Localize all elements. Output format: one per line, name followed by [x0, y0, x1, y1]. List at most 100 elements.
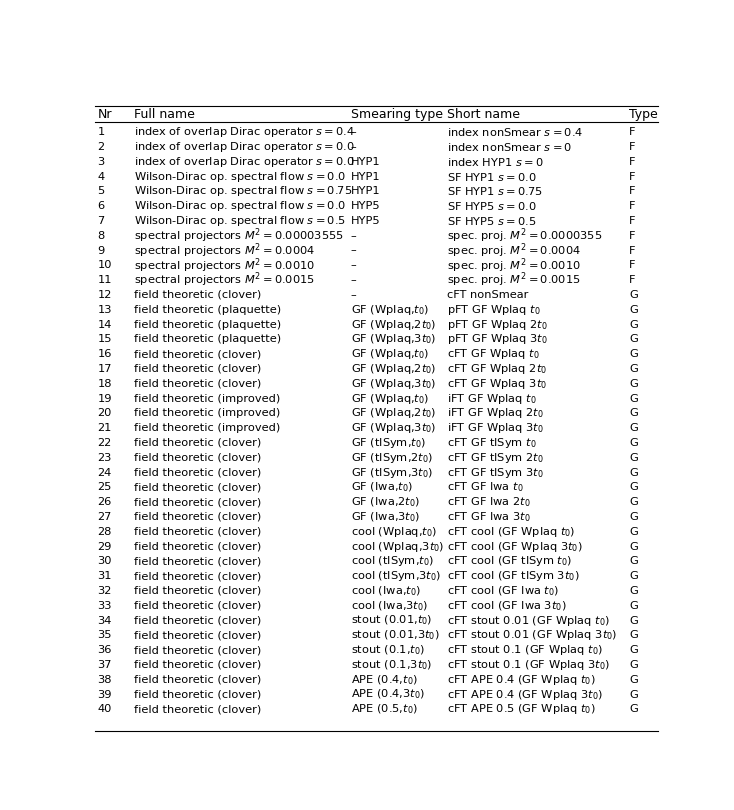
- Text: SF HYP5 $s = 0.0$: SF HYP5 $s = 0.0$: [447, 200, 537, 212]
- Text: 25: 25: [98, 482, 112, 492]
- Text: GF (Wplaq,$t_0$): GF (Wplaq,$t_0$): [351, 303, 429, 317]
- Text: SF HYP1 $s = 0.0$: SF HYP1 $s = 0.0$: [447, 171, 537, 182]
- Text: G: G: [629, 689, 638, 700]
- Text: G: G: [629, 453, 638, 463]
- Text: GF (Wplaq,$3t_0$): GF (Wplaq,$3t_0$): [351, 421, 436, 435]
- Text: 26: 26: [98, 497, 112, 507]
- Text: 12: 12: [98, 290, 112, 300]
- Text: –: –: [351, 231, 356, 241]
- Text: APE (0.5,$t_0$): APE (0.5,$t_0$): [351, 702, 418, 716]
- Text: cFT cool (GF Iwa $t_0$): cFT cool (GF Iwa $t_0$): [447, 584, 559, 598]
- Text: G: G: [629, 645, 638, 655]
- Text: Wilson-Dirac op. spectral flow $s = 0.5$: Wilson-Dirac op. spectral flow $s = 0.5$: [134, 214, 346, 228]
- Text: Smearing type: Smearing type: [351, 109, 443, 122]
- Text: cFT cool (GF Wplaq $3t_0$): cFT cool (GF Wplaq $3t_0$): [447, 539, 583, 553]
- Text: cFT GF Iwa $2t_0$: cFT GF Iwa $2t_0$: [447, 495, 531, 509]
- Text: cFT APE 0.4 (GF Wplaq $t_0$): cFT APE 0.4 (GF Wplaq $t_0$): [447, 673, 596, 687]
- Text: index of overlap Dirac operator $s = 0.0$: index of overlap Dirac operator $s = 0.0…: [134, 155, 355, 168]
- Text: G: G: [629, 571, 638, 581]
- Text: 16: 16: [98, 349, 112, 359]
- Text: 30: 30: [98, 556, 112, 566]
- Text: F: F: [629, 172, 636, 181]
- Text: index nonSmear $s = 0$: index nonSmear $s = 0$: [447, 141, 573, 153]
- Text: field theoretic (clover): field theoretic (clover): [134, 526, 261, 537]
- Text: Wilson-Dirac op. spectral flow $s = 0.0$: Wilson-Dirac op. spectral flow $s = 0.0$: [134, 199, 346, 213]
- Text: cFT APE 0.4 (GF Wplaq $3t_0$): cFT APE 0.4 (GF Wplaq $3t_0$): [447, 688, 603, 701]
- Text: G: G: [629, 482, 638, 492]
- Text: field theoretic (clover): field theoretic (clover): [134, 645, 261, 655]
- Text: index of overlap Dirac operator $s = 0.4$: index of overlap Dirac operator $s = 0.4…: [134, 126, 355, 139]
- Text: stout (0.1,$t_0$): stout (0.1,$t_0$): [351, 643, 425, 657]
- Text: spec. proj. $M^2 = 0.0004$: spec. proj. $M^2 = 0.0004$: [447, 241, 581, 260]
- Text: 28: 28: [98, 526, 112, 537]
- Text: F: F: [629, 142, 636, 152]
- Text: field theoretic (plaquette): field theoretic (plaquette): [134, 335, 282, 344]
- Text: G: G: [629, 290, 638, 300]
- Text: 18: 18: [98, 379, 112, 389]
- Text: 5: 5: [98, 186, 105, 196]
- Text: field theoretic (clover): field theoretic (clover): [134, 705, 261, 714]
- Text: F: F: [629, 157, 636, 167]
- Text: iFT GF Wplaq $t_0$: iFT GF Wplaq $t_0$: [447, 391, 537, 406]
- Text: 15: 15: [98, 335, 112, 344]
- Text: field theoretic (clover): field theoretic (clover): [134, 556, 261, 566]
- Text: 17: 17: [98, 364, 112, 374]
- Text: 2: 2: [98, 142, 104, 152]
- Text: spec. proj. $M^2 = 0.0015$: spec. proj. $M^2 = 0.0015$: [447, 271, 581, 289]
- Text: G: G: [629, 601, 638, 611]
- Text: –: –: [351, 142, 356, 152]
- Text: field theoretic (clover): field theoretic (clover): [134, 290, 261, 300]
- Text: cFT GF tlSym $2t_0$: cFT GF tlSym $2t_0$: [447, 450, 544, 465]
- Text: GF (Wplaq,$t_0$): GF (Wplaq,$t_0$): [351, 391, 429, 406]
- Text: HYP5: HYP5: [351, 201, 380, 211]
- Text: G: G: [629, 467, 638, 478]
- Text: cFT GF Wplaq $3t_0$: cFT GF Wplaq $3t_0$: [447, 377, 548, 390]
- Text: HYP1: HYP1: [351, 186, 380, 196]
- Text: 27: 27: [98, 512, 112, 522]
- Text: GF (Iwa,$2t_0$): GF (Iwa,$2t_0$): [351, 496, 420, 509]
- Text: G: G: [629, 305, 638, 315]
- Text: F: F: [629, 201, 636, 211]
- Text: 38: 38: [98, 675, 112, 684]
- Text: 6: 6: [98, 201, 104, 211]
- Text: 35: 35: [98, 630, 112, 641]
- Text: G: G: [629, 630, 638, 641]
- Text: cool (Iwa,$t_0$): cool (Iwa,$t_0$): [351, 584, 421, 598]
- Text: Short name: Short name: [447, 109, 520, 122]
- Text: F: F: [629, 245, 636, 256]
- Text: cool (Iwa,$3t_0$): cool (Iwa,$3t_0$): [351, 599, 428, 612]
- Text: 10: 10: [98, 260, 112, 271]
- Text: stout (0.01,$t_0$): stout (0.01,$t_0$): [351, 614, 432, 628]
- Text: cFT GF Wplaq $t_0$: cFT GF Wplaq $t_0$: [447, 347, 540, 361]
- Text: 20: 20: [98, 408, 112, 418]
- Text: cFT stout 0.1 (GF Wplaq $t_0$): cFT stout 0.1 (GF Wplaq $t_0$): [447, 643, 603, 657]
- Text: G: G: [629, 349, 638, 359]
- Text: spectral projectors $M^2 = 0.0015$: spectral projectors $M^2 = 0.0015$: [134, 271, 316, 289]
- Text: G: G: [629, 497, 638, 507]
- Text: 9: 9: [98, 245, 105, 256]
- Text: field theoretic (clover): field theoretic (clover): [134, 497, 261, 507]
- Text: field theoretic (clover): field theoretic (clover): [134, 630, 261, 641]
- Text: cFT cool (GF Wplaq $t_0$): cFT cool (GF Wplaq $t_0$): [447, 525, 575, 539]
- Text: HYP1: HYP1: [351, 157, 380, 167]
- Text: –: –: [351, 290, 356, 300]
- Text: field theoretic (improved): field theoretic (improved): [134, 408, 280, 418]
- Text: field theoretic (improved): field theoretic (improved): [134, 423, 280, 433]
- Text: field theoretic (clover): field theoretic (clover): [134, 660, 261, 670]
- Text: 7: 7: [98, 216, 105, 226]
- Text: GF (Wplaq,$2t_0$): GF (Wplaq,$2t_0$): [351, 318, 436, 331]
- Text: field theoretic (clover): field theoretic (clover): [134, 453, 261, 463]
- Text: F: F: [629, 186, 636, 196]
- Text: –: –: [351, 127, 356, 137]
- Text: 14: 14: [98, 320, 112, 330]
- Text: pFT GF Wplaq $t_0$: pFT GF Wplaq $t_0$: [447, 303, 541, 317]
- Text: G: G: [629, 394, 638, 403]
- Text: field theoretic (clover): field theoretic (clover): [134, 616, 261, 625]
- Text: GF (tlSym,$t_0$): GF (tlSym,$t_0$): [351, 436, 426, 450]
- Text: 31: 31: [98, 571, 112, 581]
- Text: field theoretic (clover): field theoretic (clover): [134, 512, 261, 522]
- Text: G: G: [629, 364, 638, 374]
- Text: field theoretic (clover): field theoretic (clover): [134, 364, 261, 374]
- Text: GF (Iwa,$3t_0$): GF (Iwa,$3t_0$): [351, 510, 420, 524]
- Text: cFT stout 0.01 (GF Wplaq $3t_0$): cFT stout 0.01 (GF Wplaq $3t_0$): [447, 629, 617, 642]
